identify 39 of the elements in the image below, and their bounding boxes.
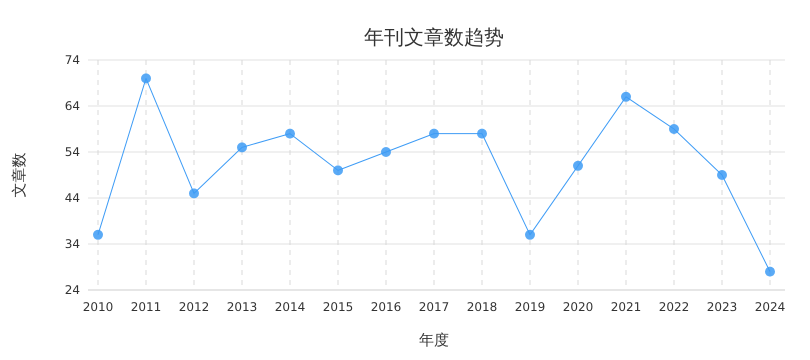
x-tick-label: 2010 [82, 300, 114, 314]
y-tick-label: 74 [64, 53, 80, 67]
point [381, 147, 391, 157]
point [141, 73, 151, 84]
point [93, 230, 103, 240]
y-tick-label: 44 [64, 191, 80, 205]
point [525, 230, 535, 240]
x-tick-label: 2014 [274, 300, 306, 314]
point [717, 170, 727, 180]
x-tick-label: 2016 [370, 300, 402, 314]
x-tick-label: 2013 [226, 300, 258, 314]
chart-title: 年刊文章数趋势 [364, 25, 504, 49]
point [429, 128, 439, 139]
point [765, 266, 775, 277]
point [477, 128, 487, 139]
x-tick-label: 2011 [130, 300, 162, 314]
y-tick-label: 34 [64, 237, 80, 251]
x-tick-label: 2023 [706, 300, 738, 314]
x-axis-title: 年度 [419, 331, 449, 349]
point [621, 92, 631, 102]
y-axis-title: 文章数 [10, 152, 28, 198]
x-tick-label: 2017 [418, 300, 450, 314]
x-tick-label: 2021 [610, 300, 642, 314]
point [189, 188, 199, 198]
x-tick-label: 2020 [562, 300, 594, 314]
x-tick-label: 2015 [322, 300, 354, 314]
point [333, 165, 343, 176]
x-tick-label: 2012 [178, 300, 210, 314]
point [573, 160, 583, 171]
point [237, 142, 247, 152]
point [669, 124, 679, 134]
x-tick-label: 2019 [514, 300, 546, 314]
x-tick-label: 2018 [466, 300, 498, 314]
y-tick-label: 54 [64, 145, 80, 159]
x-tick-label: 2024 [754, 300, 786, 314]
y-tick-label: 64 [64, 99, 80, 113]
point [285, 128, 295, 139]
y-tick-label: 24 [64, 283, 80, 297]
x-tick-label: 2022 [658, 300, 690, 314]
